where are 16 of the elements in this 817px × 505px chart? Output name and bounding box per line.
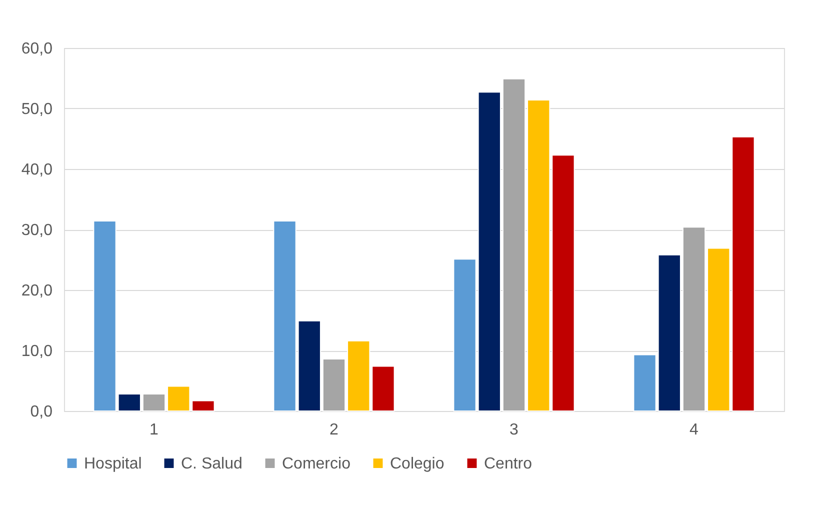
y-tick-label: 60,0 (21, 40, 53, 58)
y-tick-label: 10,0 (21, 343, 53, 360)
y-tick-label: 40,0 (21, 162, 53, 178)
x-tick-label: 4 (690, 422, 699, 438)
y-tick-label: 20,0 (21, 282, 53, 300)
y-tick-label: 0,0 (30, 404, 53, 420)
legend-label: Colegio (390, 455, 444, 472)
legend-label: Comercio (282, 455, 351, 472)
y-tick-label: 30,0 (21, 222, 53, 239)
x-tick-label: 1 (150, 422, 159, 438)
legend-label: C. Salud (181, 455, 242, 472)
x-tick-label: 3 (510, 422, 519, 438)
legend-label: Centro (484, 455, 532, 472)
y-tick-label: 50,0 (21, 101, 53, 118)
legend-label: Hospital (84, 455, 142, 472)
x-tick-label: 2 (330, 422, 339, 438)
